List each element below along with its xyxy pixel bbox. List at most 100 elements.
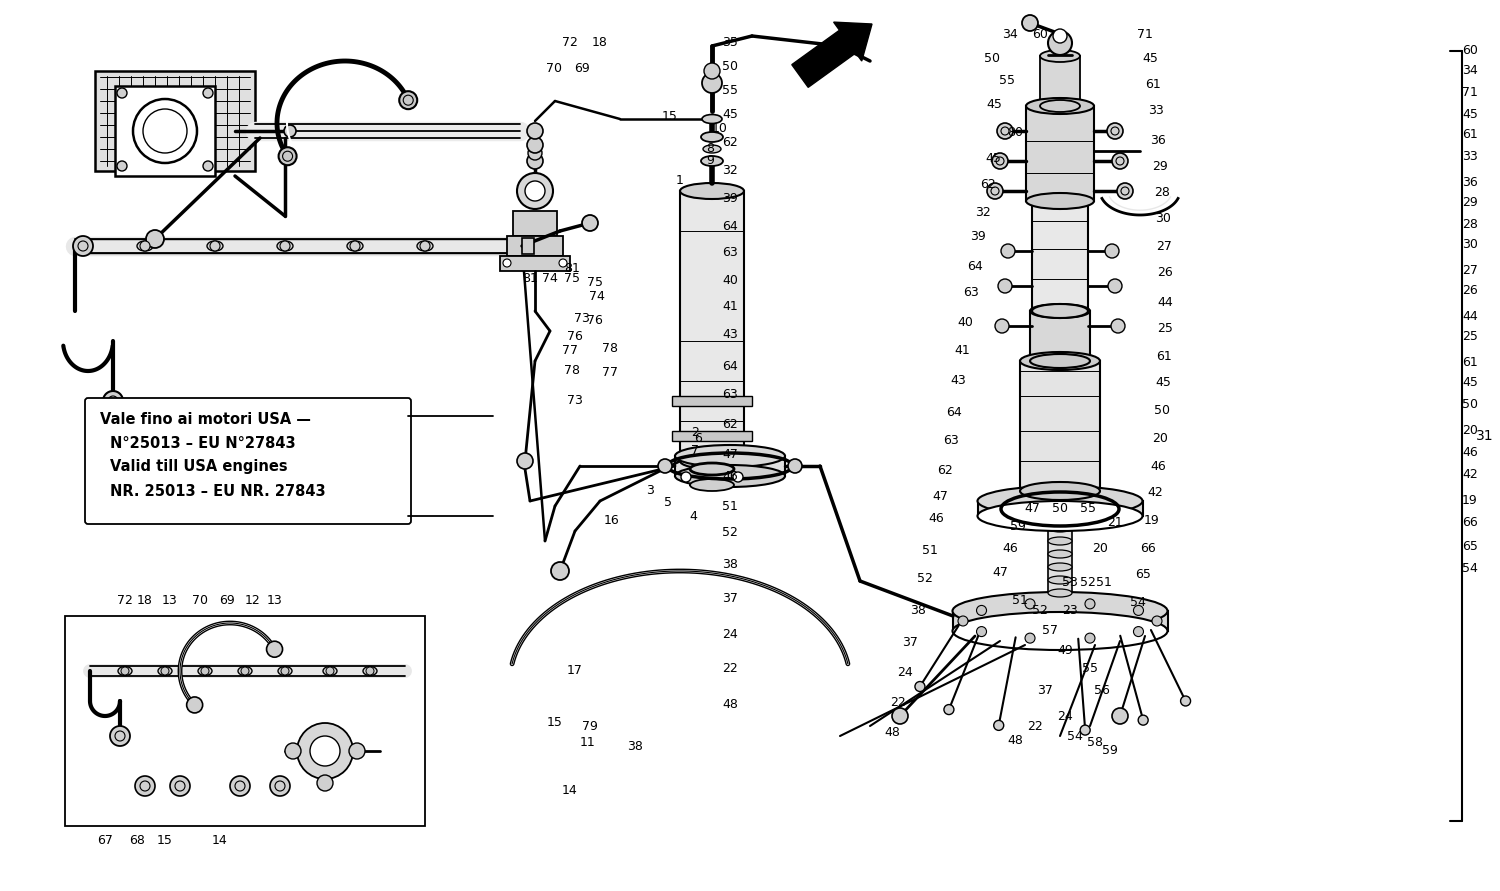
Circle shape: [1024, 599, 1035, 609]
Text: 26: 26: [1156, 266, 1173, 280]
Circle shape: [202, 88, 213, 98]
Bar: [513, 211, 556, 236]
Text: 46: 46: [1150, 460, 1166, 472]
Circle shape: [976, 626, 987, 636]
Ellipse shape: [952, 592, 1167, 630]
Text: 12: 12: [244, 594, 261, 608]
Circle shape: [976, 605, 987, 616]
Ellipse shape: [1048, 589, 1072, 597]
Ellipse shape: [690, 463, 734, 475]
Text: 52: 52: [1032, 604, 1048, 617]
Circle shape: [704, 63, 720, 79]
Text: 16: 16: [604, 514, 619, 527]
Text: 57: 57: [1042, 625, 1058, 637]
Text: 19: 19: [1462, 495, 1478, 508]
Circle shape: [1112, 153, 1128, 169]
Text: Vale fino ai motori USA —: Vale fino ai motori USA —: [100, 412, 310, 427]
Text: 63: 63: [722, 247, 738, 259]
Text: 50: 50: [984, 53, 1000, 66]
Ellipse shape: [1040, 100, 1080, 112]
Circle shape: [582, 215, 598, 231]
Circle shape: [201, 667, 208, 675]
Text: 50: 50: [722, 61, 738, 73]
Ellipse shape: [1032, 194, 1088, 208]
Text: N°25013 – EU N°27843: N°25013 – EU N°27843: [110, 436, 296, 451]
Text: 62: 62: [938, 464, 952, 478]
Text: 45: 45: [1462, 377, 1478, 389]
Circle shape: [242, 667, 249, 675]
Text: 15: 15: [662, 110, 678, 122]
Text: 51: 51: [1096, 576, 1112, 590]
Circle shape: [503, 259, 512, 267]
Circle shape: [1180, 696, 1191, 706]
Text: 24: 24: [1058, 709, 1072, 723]
Text: 65: 65: [1462, 541, 1478, 553]
Text: 19: 19: [1144, 514, 1160, 527]
Text: 72: 72: [117, 594, 134, 608]
Text: 41: 41: [954, 345, 970, 357]
Circle shape: [134, 99, 196, 163]
Circle shape: [1138, 715, 1148, 725]
Text: 13: 13: [267, 594, 284, 608]
Text: 68: 68: [129, 835, 146, 847]
Text: 18: 18: [592, 37, 608, 50]
Ellipse shape: [322, 666, 338, 675]
Ellipse shape: [1020, 352, 1100, 370]
Circle shape: [681, 472, 692, 482]
Ellipse shape: [675, 445, 784, 467]
Text: 8: 8: [706, 143, 714, 156]
Text: 74: 74: [542, 273, 558, 285]
Text: 47: 47: [992, 567, 1008, 579]
Text: 50: 50: [1052, 503, 1068, 516]
Bar: [500, 256, 570, 271]
Circle shape: [528, 146, 542, 160]
Text: 61: 61: [1144, 78, 1161, 92]
Text: 27: 27: [1156, 240, 1172, 252]
Text: 7: 7: [692, 445, 699, 457]
Text: 77: 77: [602, 366, 618, 380]
Circle shape: [734, 472, 742, 482]
Text: 70: 70: [192, 594, 208, 608]
Circle shape: [284, 125, 296, 137]
Text: 53: 53: [1062, 576, 1078, 590]
Circle shape: [998, 279, 1012, 293]
Bar: [675, 456, 784, 476]
Text: 32: 32: [722, 165, 738, 177]
Circle shape: [74, 236, 93, 256]
Text: 47: 47: [932, 489, 948, 503]
Circle shape: [560, 259, 567, 267]
Text: 6: 6: [694, 432, 702, 446]
Circle shape: [1108, 279, 1122, 293]
Text: 33: 33: [1148, 104, 1164, 118]
Text: 40: 40: [957, 316, 974, 330]
Ellipse shape: [680, 183, 744, 199]
Text: 28: 28: [1462, 218, 1478, 232]
Circle shape: [310, 736, 340, 766]
Circle shape: [285, 743, 302, 759]
Circle shape: [366, 667, 374, 675]
Text: 29: 29: [1152, 160, 1168, 174]
Text: 62: 62: [722, 419, 738, 431]
Text: 52: 52: [722, 527, 738, 539]
Text: 75: 75: [586, 276, 603, 290]
Circle shape: [658, 459, 672, 473]
Text: 54: 54: [1462, 562, 1478, 576]
Bar: [1048, 521, 1072, 601]
Circle shape: [993, 721, 1004, 731]
Text: 45: 45: [1462, 109, 1478, 121]
Text: 45: 45: [1155, 377, 1172, 389]
Text: 74: 74: [590, 290, 604, 303]
Text: 30: 30: [1462, 239, 1478, 251]
Ellipse shape: [690, 479, 734, 491]
Text: 73: 73: [574, 313, 590, 325]
Ellipse shape: [118, 666, 132, 675]
Text: 4: 4: [688, 510, 698, 522]
Text: 34: 34: [1002, 29, 1019, 42]
Text: 33: 33: [1462, 151, 1478, 164]
Text: 14: 14: [211, 835, 228, 847]
Text: 39: 39: [970, 230, 986, 242]
Ellipse shape: [952, 612, 1167, 650]
Text: 55: 55: [1082, 663, 1098, 675]
Circle shape: [117, 88, 128, 98]
Text: 52: 52: [916, 571, 933, 584]
